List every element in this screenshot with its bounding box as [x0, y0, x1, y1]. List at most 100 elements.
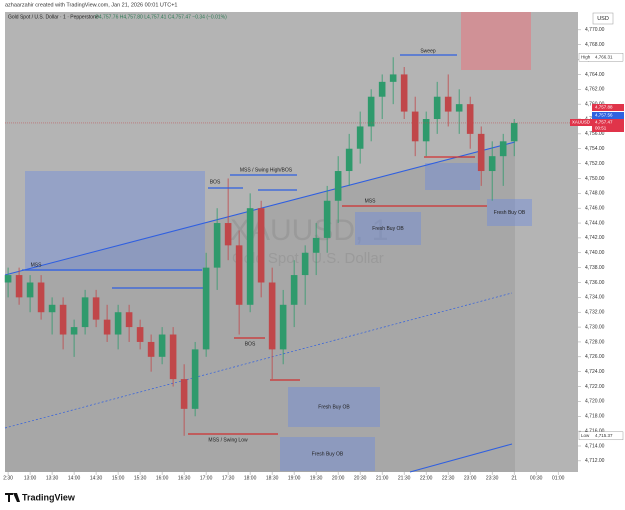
- x-tick-label: 23:30: [486, 475, 499, 481]
- x-tick-label: 17:30: [222, 475, 235, 481]
- annotation: MSS / Swing Low: [208, 437, 248, 443]
- x-tick-label: 18:00: [244, 475, 257, 481]
- y-tick-label: 4,752.00: [585, 161, 605, 167]
- y-tick-label: 4,750.00: [585, 176, 605, 182]
- candle-body: [367, 96, 375, 127]
- candle-body: [235, 245, 243, 305]
- x-tick-label: 20:00: [332, 475, 345, 481]
- candle-body: [378, 81, 386, 97]
- y-tick-label: 4,740.00: [585, 250, 605, 256]
- symbol-tag-text: XAUUSD: [572, 120, 590, 125]
- last-price: 4,757.47: [595, 120, 613, 125]
- x-tick-label: 16:00: [156, 475, 169, 481]
- y-tick-label: 4,742.00: [585, 235, 605, 241]
- x-tick-label: 18:30: [266, 475, 279, 481]
- y-tick-label: 4,744.00: [585, 220, 605, 226]
- x-tick-label: 21: [511, 475, 517, 481]
- badge-label: Low: [581, 433, 590, 438]
- annotation: MSS: [31, 262, 43, 268]
- order-block-zone: [487, 199, 532, 226]
- logo: TradingView: [5, 492, 76, 502]
- candle-body: [356, 126, 364, 149]
- watermark: XAUUSD, 1: [230, 214, 388, 247]
- candle-body: [455, 104, 463, 112]
- x-tick-label: 19:30: [310, 475, 323, 481]
- y-tick-label: 4,714.00: [585, 443, 605, 449]
- x-tick-label: 14:30: [90, 475, 103, 481]
- bid-tag: [592, 112, 624, 119]
- annotation: MSS / Swing High/BOS: [240, 167, 293, 173]
- y-tick-label: 4,712.00: [585, 458, 605, 464]
- x-tick-label: 15:30: [134, 475, 147, 481]
- candle-body: [246, 208, 254, 305]
- candle-body: [499, 141, 507, 157]
- candle-body: [224, 223, 232, 246]
- x-tick-label: 15:00: [112, 475, 125, 481]
- candle-body: [345, 148, 353, 172]
- y-tick-label: 4,764.00: [585, 72, 605, 78]
- annotation: BOS: [245, 341, 256, 347]
- candle-body: [257, 208, 265, 283]
- candle-body: [92, 297, 100, 320]
- candle-body: [180, 379, 188, 409]
- x-tick-label: 21:00: [376, 475, 389, 481]
- candle-body: [202, 267, 210, 350]
- candle-body: [169, 334, 177, 380]
- candle-body: [488, 156, 496, 172]
- badge-box: [578, 431, 624, 441]
- y-tick-label: 4,718.00: [585, 414, 605, 420]
- candle-body: [466, 104, 474, 134]
- annotation: BOS: [210, 179, 221, 185]
- symbol-tag: [570, 119, 592, 126]
- plot-area: [5, 12, 578, 472]
- x-tick-label: 01:00: [552, 475, 565, 481]
- y-tick-label: 4,734.00: [585, 295, 605, 301]
- annotation: MSS: [365, 198, 377, 204]
- candle-body: [400, 74, 408, 112]
- x-tick-label: 14:00: [68, 475, 81, 481]
- candle-body: [114, 312, 122, 335]
- candle-body: [334, 171, 342, 201]
- order-block-zone: [425, 163, 480, 190]
- candle-body: [323, 200, 331, 238]
- annotation: Sweep: [420, 48, 436, 54]
- candle-body: [125, 312, 133, 328]
- candle-body: [147, 341, 155, 357]
- x-tick-label: 13:00: [24, 475, 37, 481]
- candle-body: [213, 223, 221, 268]
- candle-body: [15, 275, 23, 298]
- x-tick-label: 23:00: [464, 475, 477, 481]
- y-tick-label: 4,730.00: [585, 324, 605, 330]
- annotation: Fresh Buy OB: [312, 451, 344, 457]
- y-tick-label: 4,748.00: [585, 191, 605, 197]
- candle-body: [268, 282, 276, 350]
- currency[interactable]: USD: [597, 16, 609, 22]
- order-block-zone: [280, 437, 375, 471]
- y-tick-label: 4,732.00: [585, 310, 605, 316]
- candle-body: [48, 304, 56, 313]
- ask-tag: [592, 104, 624, 111]
- y-tick-label: 4,726.00: [585, 354, 605, 360]
- badge-value: 4,715.37: [595, 433, 613, 438]
- x-tick-label: 13:30: [46, 475, 59, 481]
- candle-body: [422, 119, 430, 142]
- candle-body: [279, 304, 287, 350]
- candle-body: [70, 327, 78, 335]
- badge-value: 4,766.31: [595, 54, 613, 59]
- candle-body: [158, 334, 166, 357]
- y-tick-label: 4,736.00: [585, 280, 605, 286]
- candle-body: [103, 319, 111, 335]
- candle-body: [301, 252, 309, 276]
- candle-body: [510, 122, 518, 142]
- annotation: Fresh Buy OB: [372, 226, 404, 232]
- x-tick-label: 22:00: [420, 475, 433, 481]
- x-tick-label: 19:00: [288, 475, 301, 481]
- badge-box: [578, 53, 624, 62]
- currency-box[interactable]: [592, 12, 614, 25]
- y-tick-label: 4,722.00: [585, 384, 605, 390]
- x-tick-label: 21:30: [398, 475, 411, 481]
- x-tick-label: 22:30: [442, 475, 455, 481]
- supply-zone: [461, 12, 531, 70]
- trendline: [4, 292, 513, 429]
- candle-body: [389, 74, 397, 82]
